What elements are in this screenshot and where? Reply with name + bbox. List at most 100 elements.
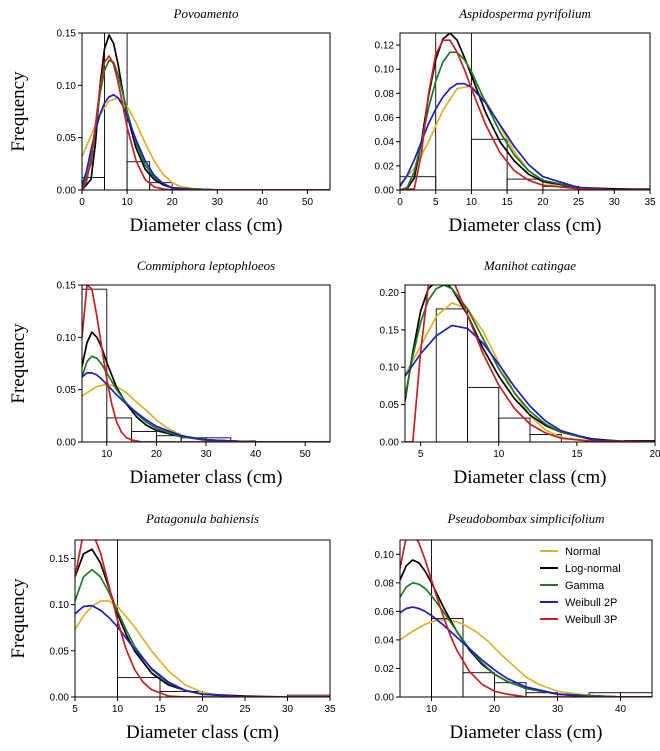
- y-tick-label: 0.08: [375, 89, 395, 100]
- x-axis-label: Diameter class (cm): [450, 722, 603, 743]
- chart-title: Pseudobombax simplicifolium: [446, 511, 604, 526]
- x-tick-label: 10: [112, 704, 124, 715]
- density-curve-gamma: [75, 568, 330, 697]
- chart-panel-1: Aspidosperma pyrifolium 0 5 10 15 20 25 30 35 0.0…: [375, 6, 656, 236]
- x-axis-label: Diameter class (cm): [130, 467, 283, 488]
- x-tick-label: 10: [493, 449, 505, 460]
- plot-frame: [81, 284, 331, 443]
- y-tick-label: 0.04: [375, 137, 395, 148]
- density-curve-log-normal: [82, 34, 330, 190]
- x-tick-label: 35: [644, 197, 656, 208]
- y-axis-label: Frequency: [8, 323, 29, 404]
- legend-label: Gamma: [565, 580, 605, 592]
- x-tick-label: 35: [324, 704, 336, 715]
- y-tick-label: 0.15: [57, 281, 77, 292]
- x-tick-label: 10: [122, 197, 134, 208]
- density-curve-weibull-3p: [82, 285, 330, 442]
- x-tick-label: 20: [537, 197, 549, 208]
- density-curve-weibull-3p: [82, 55, 330, 190]
- y-tick-label: 0.10: [375, 550, 395, 561]
- y-axis-label: Frequency: [8, 578, 29, 659]
- chart-panel-3: Manihot catingae 5 10 15 20 0.00 0.05 0.10 0.15 0…: [380, 258, 660, 488]
- density-curve-normal: [82, 97, 330, 190]
- y-tick-label: 0.02: [375, 161, 395, 172]
- chart-title: Povoamento: [173, 6, 239, 21]
- density-curve-weibull-2p: [400, 606, 652, 697]
- x-tick-label: 15: [154, 704, 166, 715]
- x-axis-label: Diameter class (cm): [126, 722, 279, 743]
- density-curve-normal: [75, 600, 330, 697]
- y-tick-label: 0.00: [375, 693, 395, 704]
- y-tick-label: 0.05: [380, 400, 400, 411]
- y-tick-label: 0.10: [57, 333, 77, 344]
- x-tick-label: 5: [418, 449, 424, 460]
- chart-title: Patagonula bahiensis: [145, 511, 259, 526]
- chart-panel-2: Commiphora leptophloeos 10 20 30 40 50 0.00 0.0…: [8, 258, 331, 488]
- plot-frame: [81, 32, 331, 191]
- histogram-bar: [435, 32, 472, 191]
- histogram-bar: [467, 386, 500, 443]
- x-tick-label: 30: [552, 704, 564, 715]
- y-tick-label: 0.10: [375, 65, 395, 76]
- x-tick-label: 20: [489, 704, 501, 715]
- x-tick-label: 10: [426, 704, 438, 715]
- x-tick-label: 15: [502, 197, 514, 208]
- y-tick-label: 0.05: [57, 385, 77, 396]
- y-tick-label: 0.05: [57, 133, 77, 144]
- y-tick-label: 0.02: [375, 664, 395, 675]
- y-tick-label: 0.00: [57, 438, 77, 449]
- x-tick-label: 30: [212, 197, 224, 208]
- x-tick-label: 20: [649, 449, 660, 460]
- density-curve-weibull-2p: [82, 93, 330, 190]
- x-tick-label: 20: [197, 704, 209, 715]
- y-tick-label: 0.15: [57, 29, 77, 40]
- y-tick-label: 0.10: [380, 363, 400, 374]
- x-tick-label: 20: [167, 197, 179, 208]
- x-tick-label: 0: [397, 197, 403, 208]
- histogram-bar: [506, 178, 544, 191]
- y-tick-label: 0.06: [375, 607, 395, 618]
- x-tick-label: 30: [282, 704, 294, 715]
- x-tick-label: 25: [573, 197, 585, 208]
- x-tick-label: 40: [615, 704, 627, 715]
- y-tick-label: 0.12: [375, 41, 395, 52]
- x-tick-label: 5: [72, 704, 78, 715]
- y-tick-label: 0.04: [375, 635, 395, 646]
- y-axis-label: Frequency: [8, 71, 29, 152]
- y-tick-label: 0.15: [380, 325, 400, 336]
- density-curve-gamma: [82, 59, 330, 190]
- x-axis-label: Diameter class (cm): [449, 215, 602, 236]
- histogram-bar: [431, 618, 464, 698]
- density-curve-normal: [400, 85, 650, 190]
- x-tick-label: 10: [466, 197, 478, 208]
- chart-panel-4: Patagonula bahiensis 5 10 15 20 25 30 35 0.00 0.0…: [8, 511, 336, 743]
- y-tick-label: 0.06: [375, 113, 395, 124]
- density-curve-weibull-2p: [75, 604, 330, 697]
- density-curve-weibull-2p: [400, 82, 650, 190]
- y-tick-label: 0.00: [50, 693, 70, 704]
- y-tick-label: 0.10: [50, 600, 70, 611]
- y-tick-label: 0.15: [50, 554, 70, 565]
- histogram-bar: [117, 677, 161, 698]
- legend-label: Weibull 3P: [565, 614, 617, 626]
- y-tick-label: 0.05: [50, 646, 70, 657]
- density-curve-weibull-3p: [75, 540, 330, 697]
- plot-frame: [399, 32, 651, 191]
- density-curve-weibull-2p: [405, 324, 655, 442]
- plot-frame: [404, 284, 656, 443]
- histogram-bar: [470, 138, 508, 191]
- x-tick-label: 15: [571, 449, 583, 460]
- density-curve-normal: [400, 619, 652, 697]
- plot-frame: [399, 539, 653, 698]
- chart-title: Manihot catingae: [483, 258, 576, 273]
- density-curve-weibull-3p: [400, 540, 652, 697]
- density-curve-weibull-3p: [400, 39, 650, 190]
- x-tick-label: 10: [101, 449, 113, 460]
- y-tick-label: 0.20: [380, 288, 400, 299]
- chart-panel-5: Pseudobombax simplicifolium 10 20 30 40 0.00 0…: [375, 511, 653, 743]
- chart-title: Commiphora leptophloeos: [137, 258, 275, 273]
- legend: Normal Log-normal Gamma Weibull 2P Weibull 3…: [540, 546, 621, 626]
- x-tick-label: 50: [300, 449, 312, 460]
- x-tick-label: 20: [151, 449, 163, 460]
- histogram-bar: [435, 308, 468, 443]
